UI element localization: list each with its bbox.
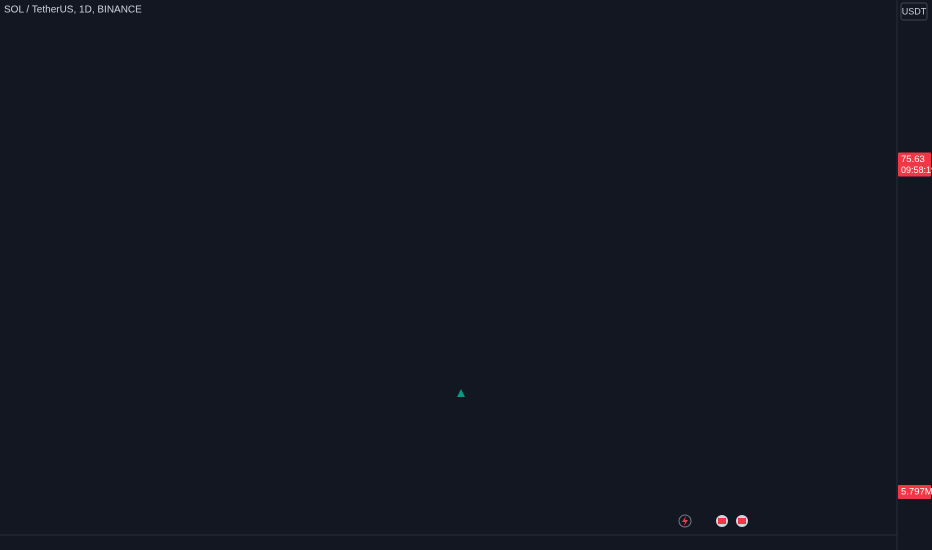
event-icon[interactable] xyxy=(678,514,692,528)
last-price: 75.63 xyxy=(901,154,925,165)
price-tag xyxy=(898,152,931,177)
signal-arrow xyxy=(457,389,465,397)
event-icon xyxy=(682,516,688,526)
volume-label: 5.797M xyxy=(901,487,932,498)
currency-label: USDT xyxy=(902,6,927,16)
price-axis xyxy=(897,0,932,550)
countdown: 09:58:19 xyxy=(901,165,932,175)
event-icon xyxy=(738,518,746,524)
currency-box[interactable] xyxy=(900,2,928,21)
event-icon xyxy=(718,518,726,524)
volume-tag xyxy=(898,485,931,500)
chart-title: SOL / TetherUS, 1D, BINANCE xyxy=(4,5,142,16)
